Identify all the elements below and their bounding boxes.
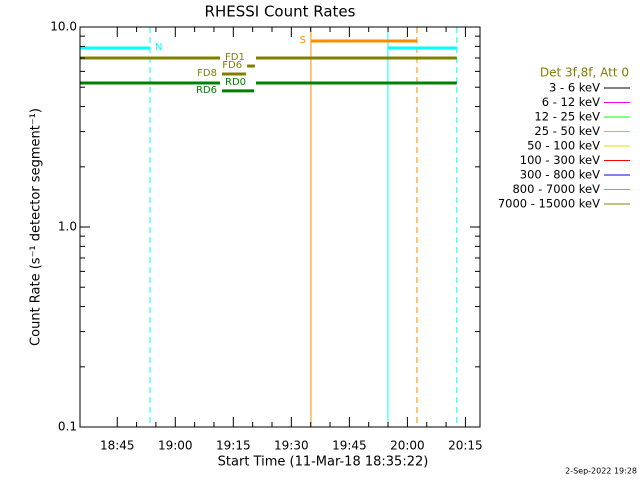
flag-label: FD1 — [225, 52, 245, 63]
legend-label: 25 - 50 keV — [534, 124, 600, 138]
flag-label: RD6 — [196, 85, 217, 96]
y-tick-label: 10.0 — [50, 20, 77, 34]
x-tick-label: 19:30 — [274, 439, 309, 453]
flag-label: RD0 — [225, 77, 246, 88]
x-tick-label: 20:15 — [448, 439, 483, 453]
legend-title: Det 3f,8f, Att 0 — [540, 66, 629, 80]
legend-label: 800 - 7000 keV — [512, 182, 600, 196]
chart-title: RHESSI Count Rates — [205, 3, 356, 21]
x-tick-label: 19:45 — [332, 439, 367, 453]
flag-label: N — [155, 42, 162, 53]
legend-label: 7000 - 15000 keV — [498, 197, 600, 211]
legend-label: 100 - 300 keV — [520, 153, 600, 167]
y-axis-label: Count Rate (s⁻¹ detector segment⁻¹) — [29, 108, 44, 346]
y-tick-label: 1.0 — [58, 220, 77, 234]
legend-label: 3 - 6 keV — [549, 81, 600, 95]
x-tick-label: 20:00 — [390, 439, 425, 453]
legend-label: 50 - 100 keV — [527, 139, 600, 153]
flag-label: S — [300, 35, 306, 46]
flag-label: FD8 — [197, 68, 217, 79]
flag-label: FD6 — [222, 60, 242, 71]
x-tick-label: 18:45 — [100, 439, 135, 453]
legend-label: 6 - 12 keV — [542, 95, 600, 109]
legend-label: 300 - 800 keV — [520, 168, 600, 182]
legend-label: 12 - 25 keV — [534, 110, 600, 124]
x-tick-label: 19:15 — [216, 439, 251, 453]
y-tick-label: 0.1 — [58, 420, 77, 434]
x-tick-label: 19:00 — [158, 439, 193, 453]
timestamp: 2-Sep-2022 19:28 — [565, 467, 637, 476]
x-axis-label: Start Time (11-Mar-18 18:35:22) — [218, 455, 429, 470]
